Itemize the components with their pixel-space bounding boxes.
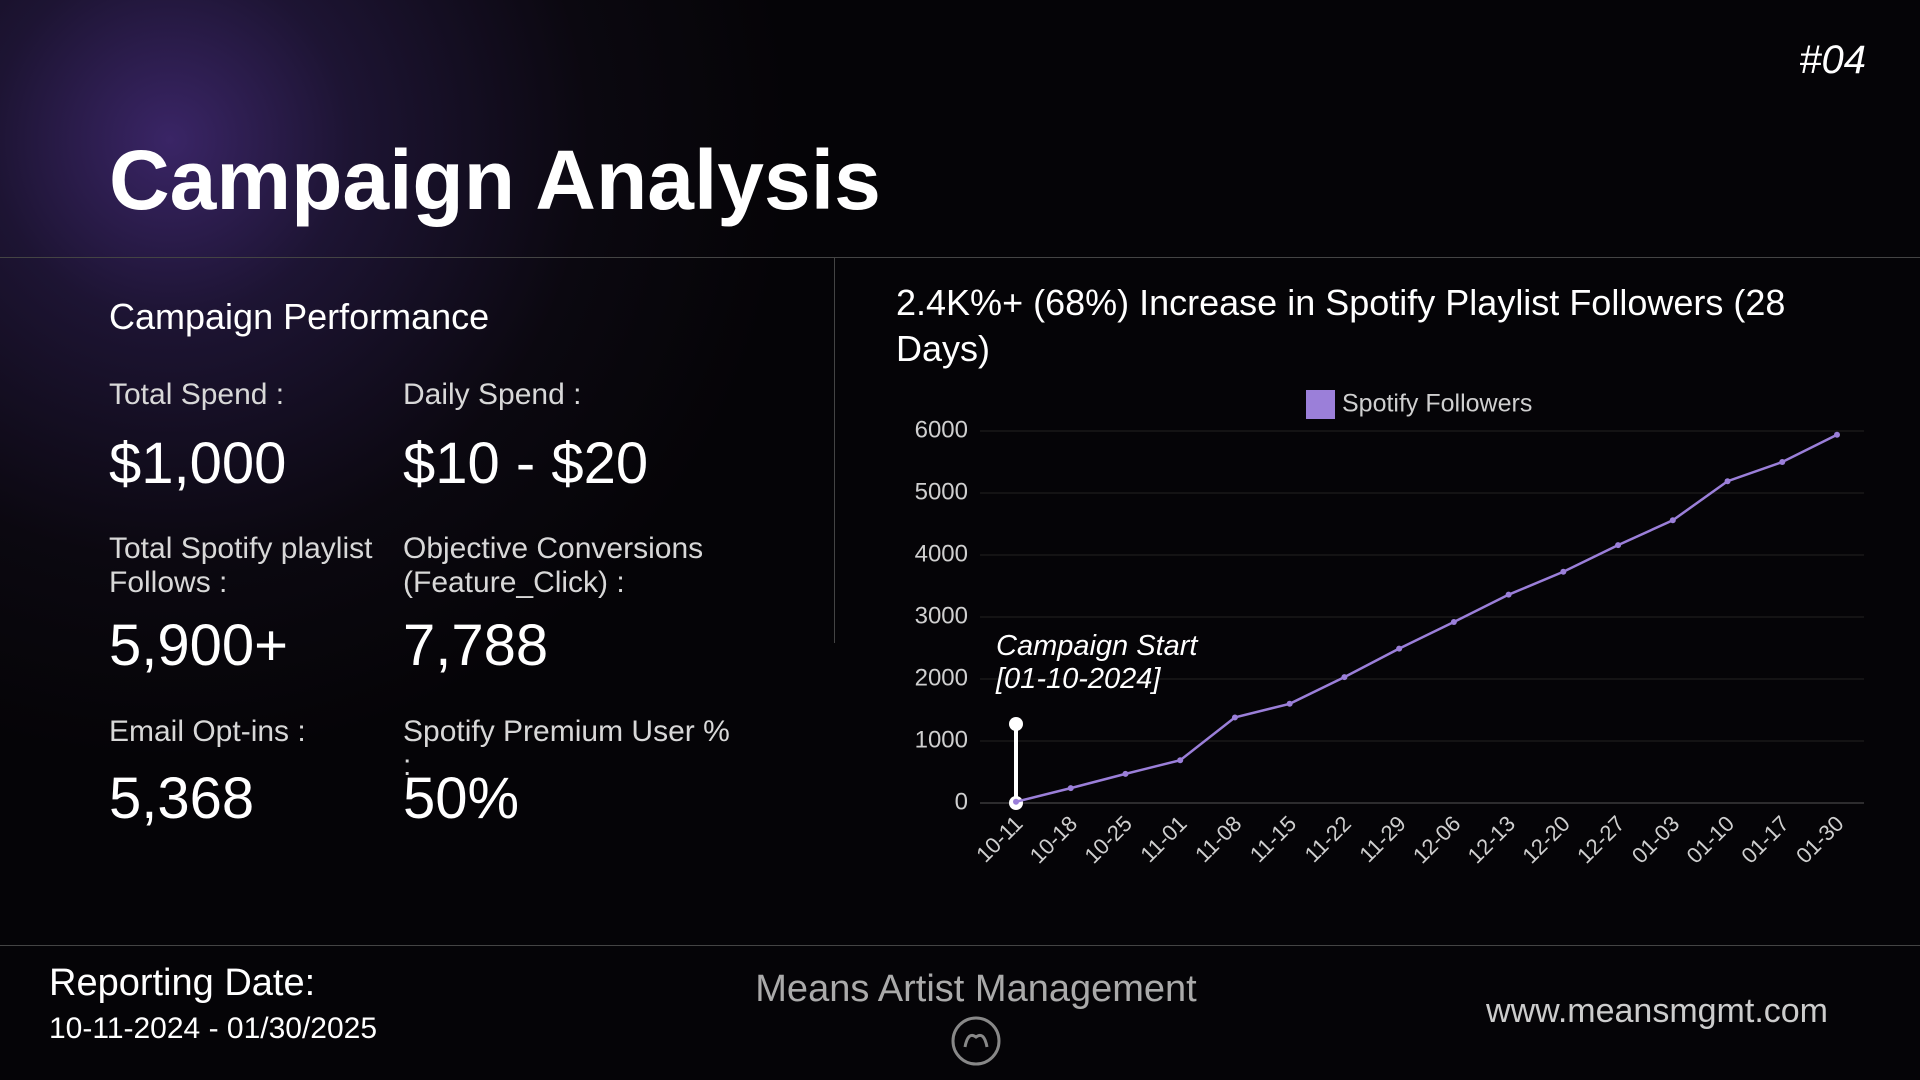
stat-value: 5,368 [109,766,255,831]
y-tick-label: 1000 [915,726,968,753]
stat-label: Daily Spend : [403,378,582,411]
x-tick-label: 11-01 [1135,811,1191,867]
data-point [1724,478,1731,485]
annotation-pin-head [1009,717,1023,731]
data-point [1122,770,1129,777]
x-tick-label: 11-08 [1190,811,1246,867]
stat-value: 5,900+ [109,613,289,678]
x-tick-label: 10-18 [1025,811,1082,868]
legend-swatch [1306,390,1335,419]
y-tick-label: 6000 [915,416,968,443]
data-point [1615,542,1622,549]
data-point [1177,757,1184,764]
y-tick-label: 0 [955,788,968,815]
data-point [1286,700,1293,707]
section-title: Campaign Performance [109,296,490,337]
stat-value: $10 - $20 [403,431,649,496]
legend-label: Spotify Followers [1342,390,1532,418]
stat-value: 7,788 [403,613,549,678]
data-point [1341,674,1348,681]
data-point [1396,645,1403,652]
page-number: #04 [1799,38,1866,82]
x-tick-label: 12-20 [1517,811,1574,868]
stat-label: Total Spend : [109,378,285,411]
company: Means Artist Management [755,968,1197,1010]
x-tick-label: 11-15 [1245,811,1301,867]
data-point [1560,568,1567,575]
y-tick-label: 2000 [915,664,968,691]
chart-title-box: 2.4K%+ (68%) Increase in Spotify Playlis… [896,282,1786,369]
stat-label: Objective Conversions (Feature_Click) : [403,532,704,599]
data-point [1231,714,1238,721]
divider [0,945,1920,946]
annotation: [01-10-2024] [995,663,1161,695]
stat-value: 50% [403,766,520,831]
x-tick-label: 10-25 [1080,811,1137,868]
data-point [1669,517,1676,524]
stat-label: Total Spotify playlist Follows : [109,532,373,599]
x-tick-label: 01-10 [1682,811,1739,868]
x-tick-label: 11-29 [1354,811,1410,867]
series-line [1015,433,1838,803]
website: www.meansmgmt.com [1486,992,1828,1030]
stat-label: Spotify Premium User % : [403,715,730,782]
data-point [1067,785,1074,792]
x-tick-label: 10-11 [971,811,1027,867]
stat-label: Email Opt-ins : [109,715,306,748]
page-title: Campaign Analysis [109,133,881,227]
data-point [1505,591,1512,598]
x-tick-label: 12-06 [1408,811,1465,868]
x-tick-label: 01-03 [1627,811,1684,868]
data-point [1779,459,1786,465]
x-tick-label: 01-30 [1791,811,1848,868]
divider [834,257,835,643]
y-tick-label: 5000 [915,478,968,505]
x-tick-label: 01-17 [1736,811,1793,868]
data-point [1013,798,1019,805]
y-tick-label: 4000 [915,540,968,567]
data-point [1834,431,1840,438]
reporting-label: Reporting Date: [49,962,316,1004]
x-tick-label: 11-22 [1300,811,1356,867]
stat-value: $1,000 [109,431,287,496]
y-tick-label: 3000 [915,602,968,629]
data-point [1450,618,1457,625]
x-tick-label: 12-27 [1572,811,1629,868]
logo [951,1016,1001,1066]
reporting-dates: 10-11-2024 - 01/30/2025 [49,1012,378,1045]
chart-title: 2.4K%+ (68%) Increase in Spotify Playlis… [896,282,1786,369]
divider [0,257,1920,258]
annotation: Campaign Start [996,630,1199,662]
x-tick-label: 12-13 [1463,811,1520,868]
